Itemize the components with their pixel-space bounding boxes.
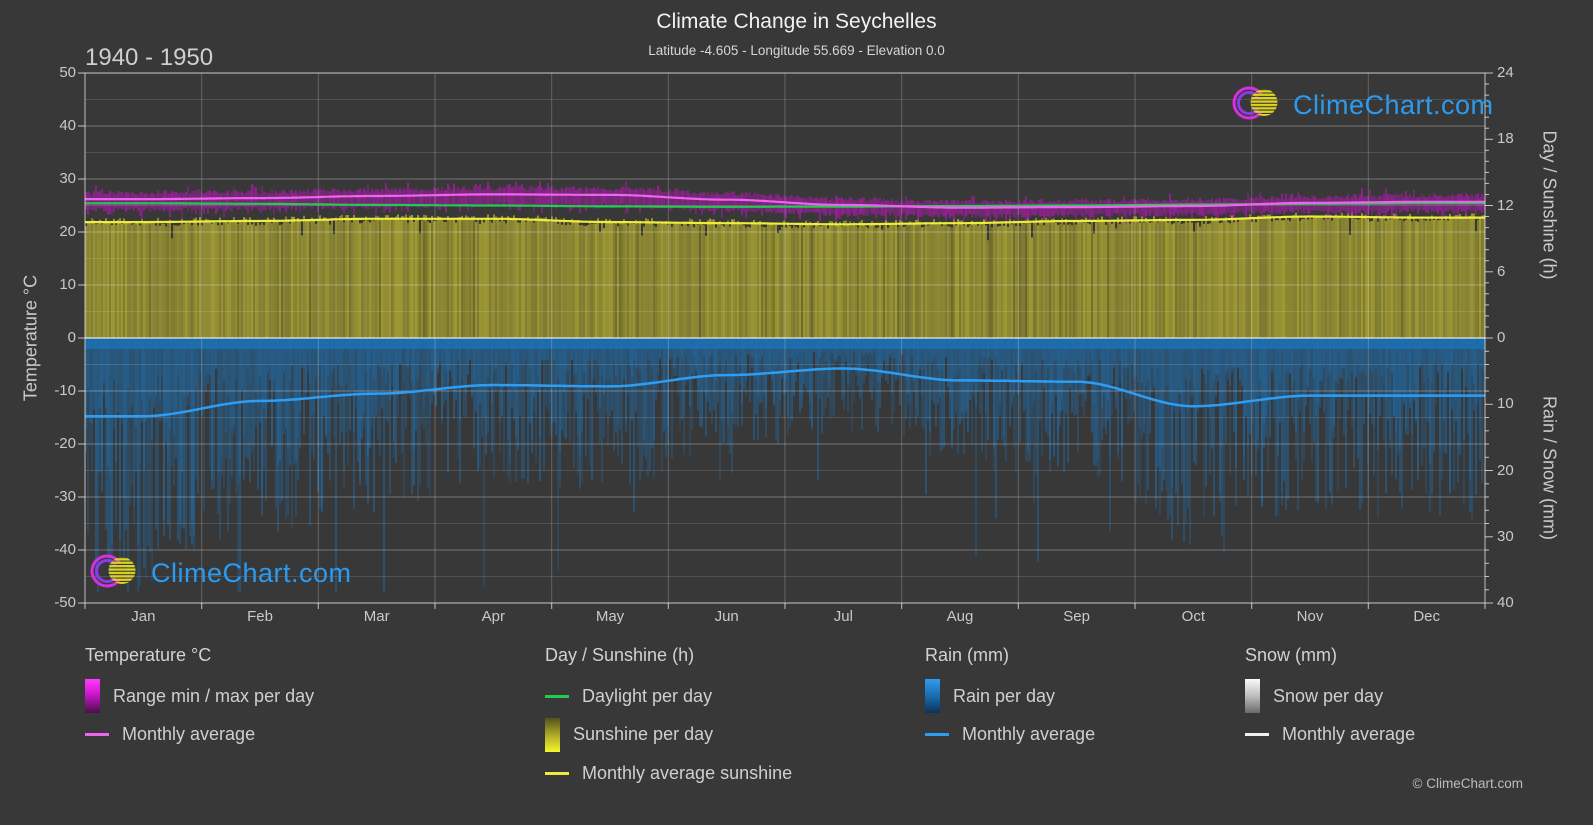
legend-swatch-line-green bbox=[545, 694, 569, 698]
left-axis-tick-label: -30 bbox=[54, 488, 76, 505]
legend-item-label: Monthly average bbox=[1282, 724, 1416, 745]
climechart-logo-glyph bbox=[1232, 86, 1278, 120]
right-rain-axis-tick-label: 30 bbox=[1497, 527, 1514, 545]
legend-item-label: Monthly average sunshine bbox=[582, 762, 793, 783]
watermark-bottom-left[interactable]: ClimeChart.com bbox=[90, 548, 352, 599]
legend-group-rain-mm: Rain (mm) Rain per day Monthly average bbox=[925, 645, 1095, 754]
legend-item: Monthly average sunshine bbox=[545, 754, 792, 793]
legend-item: Monthly average bbox=[85, 716, 314, 755]
climechart-logo-text: ClimeChart.com bbox=[1293, 90, 1494, 120]
legend-swatch-line-white bbox=[1245, 733, 1269, 737]
legend-swatch-line-blue bbox=[925, 733, 949, 737]
right-day-axis-title: Day / Sunshine (h) bbox=[1539, 130, 1560, 280]
climechart-logo-icon bbox=[1232, 80, 1284, 131]
right-day-axis-tick-label: 12 bbox=[1497, 196, 1514, 214]
right-day-axis-tick-label: 0 bbox=[1497, 329, 1506, 346]
legend-item: Daylight per day bbox=[545, 677, 792, 716]
copyright-note: © ClimeChart.com bbox=[1412, 776, 1523, 791]
left-axis-tick-label: 40 bbox=[59, 117, 76, 134]
legend-group-title: Rain (mm) bbox=[925, 645, 1009, 665]
x-axis-month-label: Mar bbox=[363, 608, 390, 625]
left-axis-tick-label: -50 bbox=[54, 594, 76, 611]
legend-swatch-grad-yellow bbox=[545, 717, 560, 752]
left-axis-tick-label: -10 bbox=[54, 382, 76, 399]
legend-item-label: Monthly average bbox=[962, 724, 1096, 745]
legend-item: Monthly average bbox=[925, 716, 1095, 755]
legend-item-label: Daylight per day bbox=[582, 685, 713, 706]
legend-item: Monthly average bbox=[1245, 716, 1415, 755]
legend-group-title: Day / Sunshine (h) bbox=[545, 645, 695, 665]
legend-item-label: Snow per day bbox=[1273, 685, 1384, 706]
right-rain-axis-tick-label: 40 bbox=[1497, 594, 1514, 611]
chart-plot-area bbox=[78, 72, 1493, 609]
right-day-axis-tick-label: 18 bbox=[1497, 130, 1514, 148]
x-axis-month-label: Feb bbox=[247, 608, 273, 625]
climechart-logo-glyph bbox=[90, 554, 136, 588]
left-axis-tick-label: 50 bbox=[59, 64, 76, 81]
right-rain-axis-title: Rain / Snow (mm) bbox=[1539, 395, 1560, 541]
legend-swatch-line-yellow bbox=[545, 771, 569, 775]
left-axis-tick-label: 20 bbox=[59, 223, 76, 240]
left-axis-title: Temperature °C bbox=[20, 274, 41, 402]
legend-group-temperature-c: Temperature °C Range min / max per day Mon… bbox=[85, 645, 314, 754]
legend-swatch-grad-blue bbox=[925, 679, 940, 714]
right-day-axis-tick-label: 6 bbox=[1497, 262, 1506, 280]
x-axis-month-label: Oct bbox=[1181, 608, 1205, 625]
legend-swatch-line-magenta bbox=[85, 733, 109, 737]
legend-item-label: Rain per day bbox=[953, 685, 1056, 706]
x-axis-month-label: Aug bbox=[946, 608, 974, 625]
period-label: 1940 - 1950 bbox=[85, 44, 214, 71]
page-subtitle: Latitude -4.605 - Longitude 55.669 - Ele… bbox=[648, 43, 945, 58]
x-axis-month-label: May bbox=[595, 608, 625, 625]
x-axis-month-label: Jun bbox=[714, 608, 739, 625]
legend-item: Sunshine per day bbox=[545, 716, 792, 755]
left-axis-tick-label: -20 bbox=[54, 435, 76, 452]
legend-item-label: Sunshine per day bbox=[573, 724, 714, 745]
x-axis-month-label: Sep bbox=[1063, 608, 1090, 625]
right-day-axis-tick-label: 24 bbox=[1497, 64, 1514, 81]
climate-chart-canvas bbox=[78, 72, 1493, 609]
legend-swatch-grad-magenta bbox=[85, 679, 100, 714]
x-axis-month-label: Dec bbox=[1413, 608, 1440, 625]
legend-item: Rain per day bbox=[925, 677, 1095, 716]
right-rain-axis-tick-label: 10 bbox=[1497, 395, 1514, 413]
climechart-logo-text: ClimeChart.com bbox=[151, 558, 352, 588]
legend-item: Snow per day bbox=[1245, 677, 1415, 716]
chart-legend: Temperature °C Range min / max per day Mon… bbox=[0, 645, 1593, 815]
page-title: Climate Change in Seychelles bbox=[656, 10, 937, 33]
legend-group-title: Temperature °C bbox=[85, 645, 212, 665]
right-rain-axis-tick-label: 20 bbox=[1497, 461, 1514, 479]
x-axis-month-label: Jan bbox=[131, 608, 156, 625]
legend-item: Range min / max per day bbox=[85, 677, 314, 716]
left-axis-tick-label: 30 bbox=[59, 170, 76, 187]
x-axis-month-label: Apr bbox=[481, 608, 505, 625]
left-axis-tick-label: 0 bbox=[67, 329, 76, 346]
left-axis-tick-label: -40 bbox=[54, 541, 76, 558]
legend-item-label: Range min / max per day bbox=[113, 685, 315, 706]
climechart-logo-icon bbox=[90, 548, 142, 599]
legend-group-title: Snow (mm) bbox=[1245, 645, 1338, 665]
x-axis-month-label: Nov bbox=[1296, 608, 1324, 625]
watermark-top-right[interactable]: ClimeChart.com bbox=[1232, 80, 1494, 131]
left-axis-tick-label: 10 bbox=[59, 276, 76, 293]
legend-group-snow-mm: Snow (mm) Snow per day Monthly average bbox=[1245, 645, 1415, 754]
legend-item-label: Monthly average bbox=[122, 724, 256, 745]
x-axis-month-label: Jul bbox=[833, 608, 853, 625]
legend-swatch-grad-white bbox=[1245, 679, 1260, 714]
legend-group-day-sunshine-h: Day / Sunshine (h) Daylight per day Sunshi… bbox=[545, 645, 792, 793]
